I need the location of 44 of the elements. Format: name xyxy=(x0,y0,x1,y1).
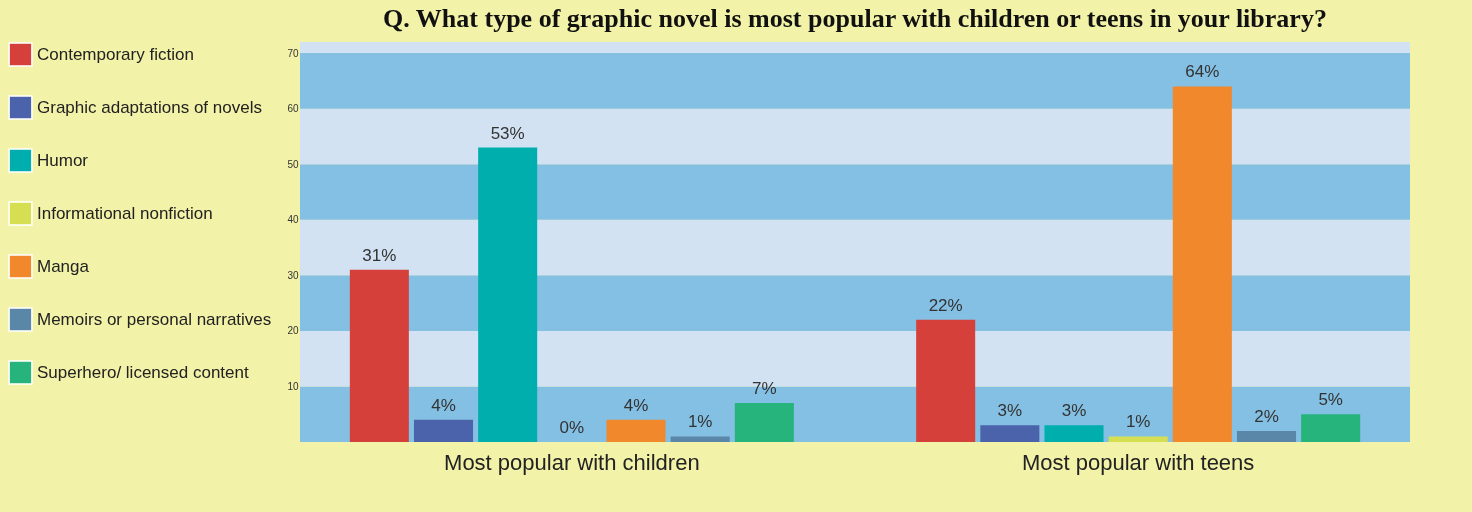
legend-label: Graphic adaptations of novels xyxy=(37,97,262,117)
bar xyxy=(1301,414,1361,442)
legend-label: Informational nonfiction xyxy=(37,203,213,223)
data-label: 1% xyxy=(687,412,713,432)
bar xyxy=(1236,430,1297,442)
x-tick-label: Most popular with children xyxy=(444,449,700,475)
legend-label: Superhero/ licensed content xyxy=(37,362,249,382)
data-label: 3% xyxy=(1061,401,1087,421)
x-tick-label: Most popular with teens xyxy=(1021,449,1255,475)
data-label: 53% xyxy=(490,123,525,143)
legend-label: Memoirs or personal narratives xyxy=(37,309,272,329)
data-label: 5% xyxy=(1318,390,1343,410)
bar xyxy=(670,436,730,442)
data-label: 31% xyxy=(362,245,397,265)
data-label: 7% xyxy=(752,379,777,399)
data-label: 0% xyxy=(559,418,585,437)
y-tick-label: 60 xyxy=(287,103,299,115)
bar xyxy=(1108,436,1168,442)
bar xyxy=(349,269,409,442)
y-tick-label: 70 xyxy=(287,47,299,59)
chart-title: Q. What type of graphic novel is most popular with children or teens in your library? xyxy=(383,4,1327,33)
y-tick-label: 10 xyxy=(287,380,299,392)
y-tick-label: 50 xyxy=(287,158,299,170)
data-label: 3% xyxy=(997,401,1023,421)
bar xyxy=(1044,425,1104,442)
data-label: 1% xyxy=(1125,412,1151,432)
bar xyxy=(734,403,794,442)
data-label: 64% xyxy=(1185,62,1220,82)
legend-label: Humor xyxy=(37,150,89,170)
y-tick-label: 40 xyxy=(287,214,299,226)
bar xyxy=(916,319,976,442)
legend-label: Manga xyxy=(37,256,90,276)
data-label: 22% xyxy=(928,295,963,315)
bar xyxy=(606,419,666,442)
data-label: 2% xyxy=(1254,406,1279,426)
bar xyxy=(478,147,538,442)
bar xyxy=(980,425,1040,442)
y-tick-label: 20 xyxy=(287,325,299,337)
data-label: 4% xyxy=(431,395,456,415)
bar xyxy=(1172,86,1232,442)
y-tick-label: 30 xyxy=(287,269,299,281)
data-label: 4% xyxy=(623,395,649,415)
legend-label: Contemporary fiction xyxy=(37,44,194,64)
bar xyxy=(413,419,474,442)
